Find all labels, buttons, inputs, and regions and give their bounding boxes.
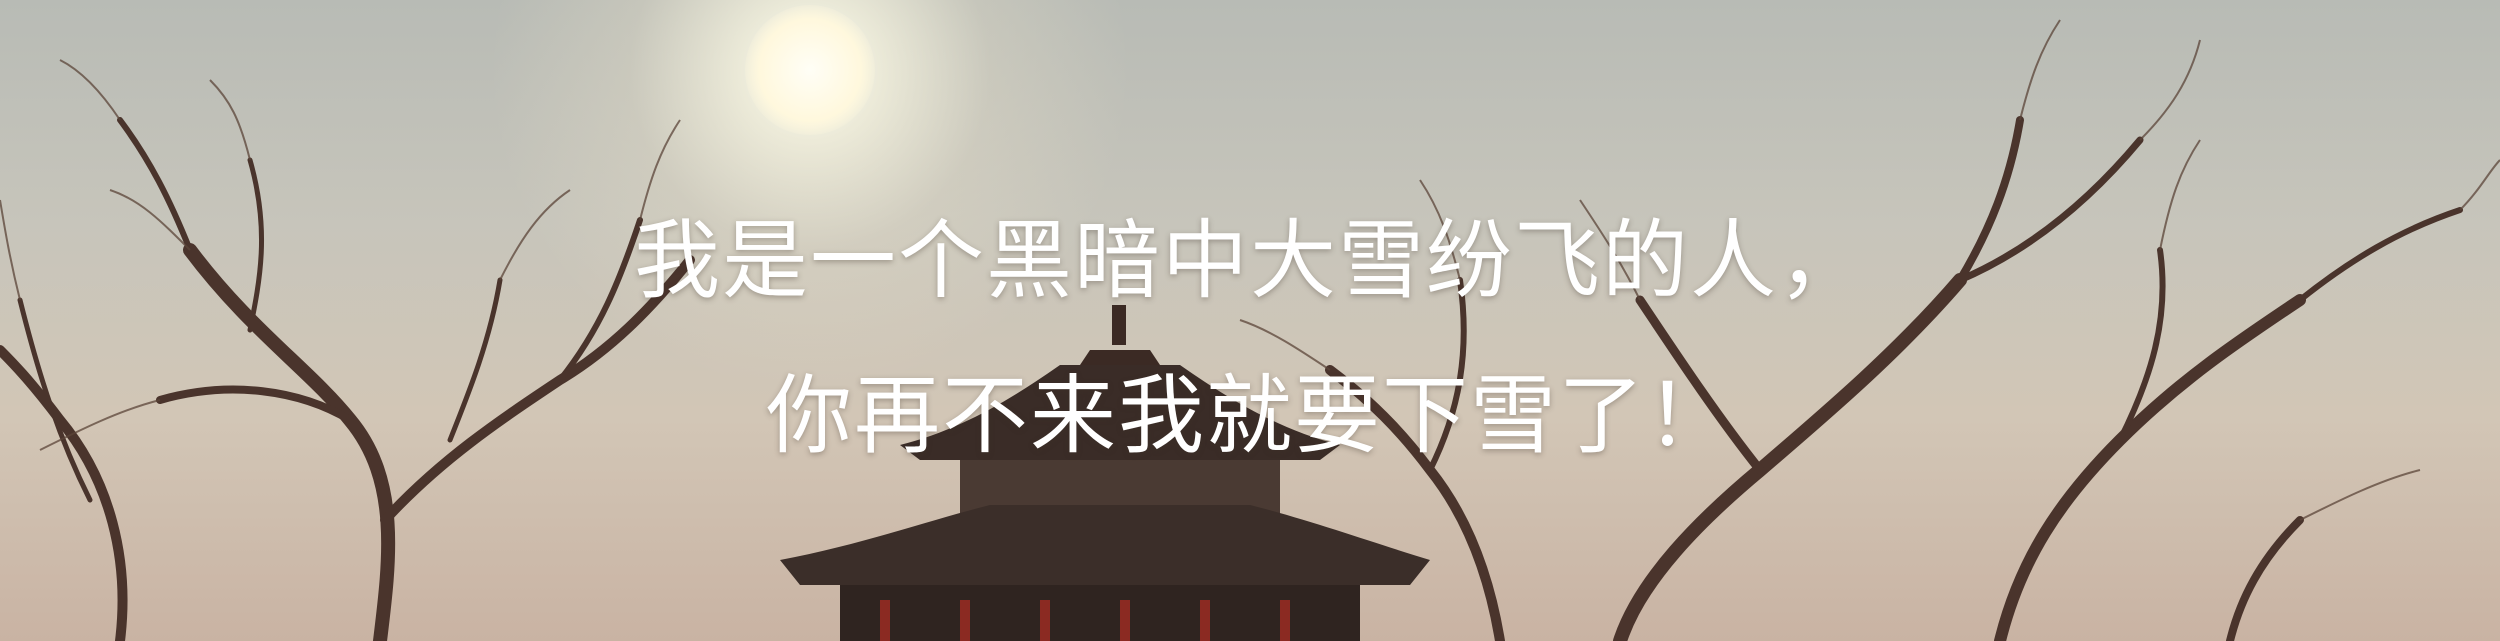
right-fine-branches — [1239, 19, 2500, 521]
caption-line-2: 你再不来我就要下雪了！ — [766, 366, 1734, 466]
left-fine-branches — [0, 59, 681, 451]
sun — [745, 5, 875, 135]
left-willow-tree — [0, 117, 695, 641]
right-willow-trees — [1325, 116, 2463, 641]
caption-line-1: 我是一个黑暗中大雪纷飞的人， — [634, 211, 1866, 311]
pavilion — [780, 305, 1430, 641]
